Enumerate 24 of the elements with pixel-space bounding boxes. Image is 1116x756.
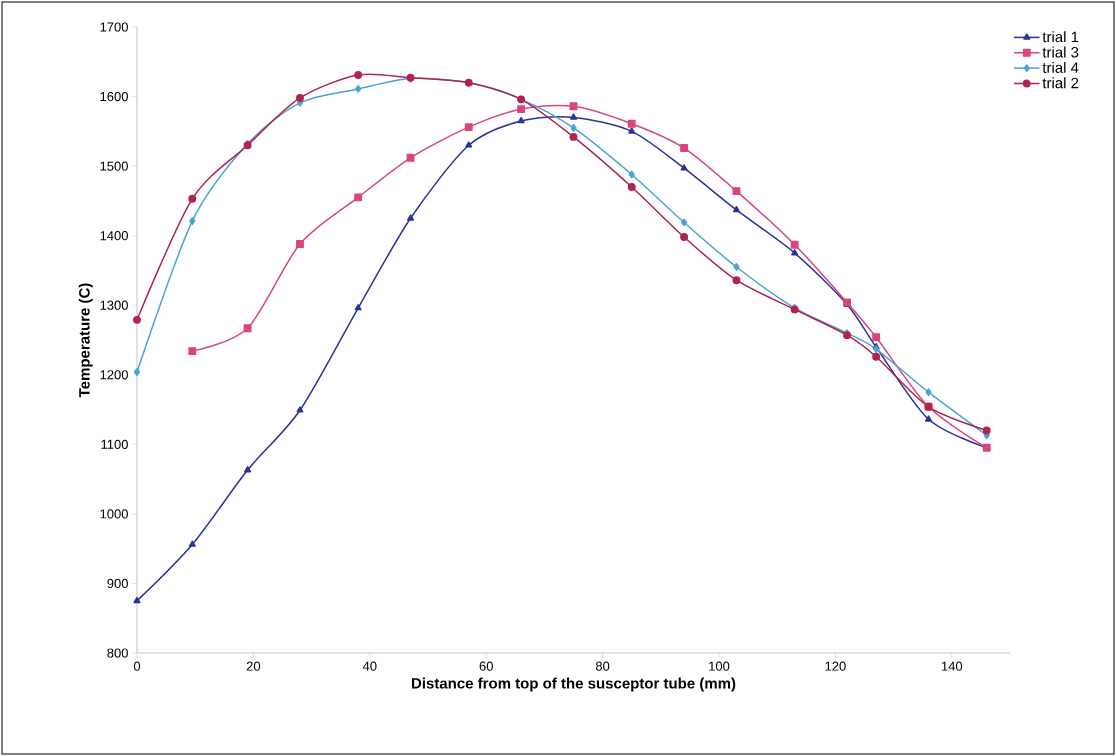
y-tick-label: 1400 <box>100 231 128 241</box>
x-tick-label: 0 <box>133 661 141 671</box>
x-tick-label: 140 <box>941 661 963 671</box>
y-tick-label: 800 <box>107 648 128 658</box>
y-tick-label: 1200 <box>100 370 128 380</box>
x-tick-label: 80 <box>595 661 610 671</box>
x-tick-label: 40 <box>362 661 377 671</box>
legend-label: trial 3 <box>1042 46 1079 58</box>
y-tick-label: 1000 <box>100 509 128 519</box>
legend-label: trial 4 <box>1042 61 1079 73</box>
x-tick-label: 60 <box>479 661 493 671</box>
y-tick-label: 1500 <box>100 161 128 171</box>
x-tick-label: 120 <box>825 661 846 671</box>
y-tick-label: 1100 <box>101 439 128 449</box>
y-tick-label: 1700 <box>100 22 128 32</box>
legend-label: trial 1 <box>1042 31 1079 43</box>
legend-label: trial 2 <box>1042 77 1079 89</box>
y-tick-label: 1300 <box>100 300 128 310</box>
y-tick-label: 900 <box>107 578 128 589</box>
y-tick-label: 1600 <box>100 91 128 102</box>
x-axis-title: Distance from top of the susceptor tube (mm) <box>411 677 736 692</box>
x-tick-label: 100 <box>709 661 730 671</box>
y-axis-title: Temperature (C) <box>78 283 93 398</box>
x-tick-label: 20 <box>246 661 261 671</box>
